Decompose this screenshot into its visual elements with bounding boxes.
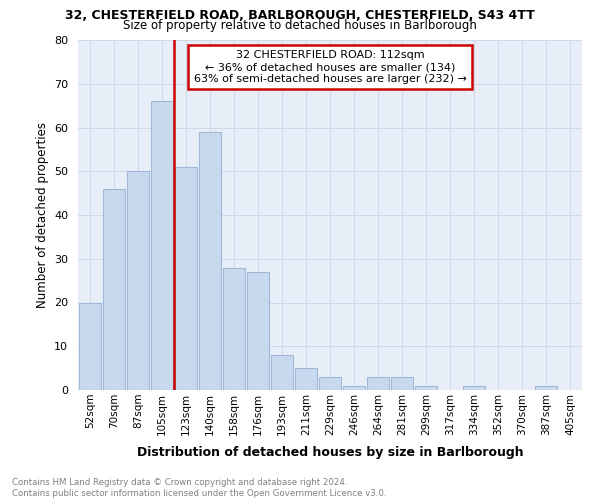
- Bar: [175, 167, 197, 390]
- Bar: [247, 272, 269, 390]
- Bar: [151, 101, 173, 390]
- Bar: [223, 268, 245, 390]
- Bar: [391, 377, 413, 390]
- Bar: [415, 386, 437, 390]
- Text: 32 CHESTERFIELD ROAD: 112sqm
← 36% of detached houses are smaller (134)
63% of s: 32 CHESTERFIELD ROAD: 112sqm ← 36% of de…: [194, 50, 466, 84]
- Text: Size of property relative to detached houses in Barlborough: Size of property relative to detached ho…: [123, 19, 477, 32]
- Bar: [199, 132, 221, 390]
- Bar: [535, 386, 557, 390]
- X-axis label: Distribution of detached houses by size in Barlborough: Distribution of detached houses by size …: [137, 446, 523, 459]
- Bar: [319, 377, 341, 390]
- Bar: [295, 368, 317, 390]
- Y-axis label: Number of detached properties: Number of detached properties: [35, 122, 49, 308]
- Bar: [463, 386, 485, 390]
- Bar: [367, 377, 389, 390]
- Bar: [79, 302, 101, 390]
- Bar: [343, 386, 365, 390]
- Text: 32, CHESTERFIELD ROAD, BARLBOROUGH, CHESTERFIELD, S43 4TT: 32, CHESTERFIELD ROAD, BARLBOROUGH, CHES…: [65, 9, 535, 22]
- Text: Contains HM Land Registry data © Crown copyright and database right 2024.
Contai: Contains HM Land Registry data © Crown c…: [12, 478, 386, 498]
- Bar: [103, 188, 125, 390]
- Bar: [127, 171, 149, 390]
- Bar: [271, 355, 293, 390]
